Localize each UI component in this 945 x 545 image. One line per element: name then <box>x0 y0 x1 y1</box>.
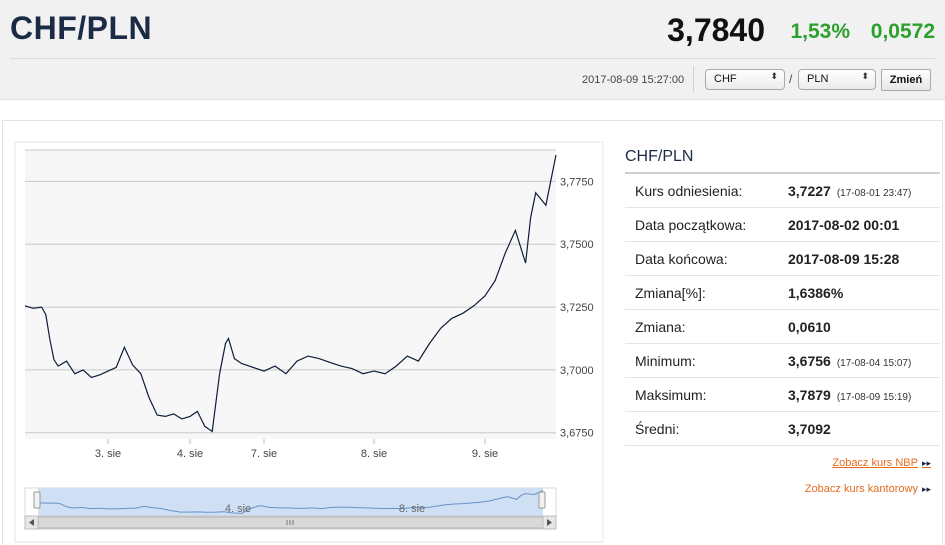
stats-value-text: 3,7092 <box>788 421 831 437</box>
stats-value: 2017-08-09 15:28 <box>788 251 899 267</box>
select-arrows-icon: ⬍ <box>770 71 778 81</box>
kantor-link-label: Zobacz kurs kantorowy <box>804 483 918 495</box>
stats-value-text: 2017-08-09 15:28 <box>788 251 900 267</box>
y-tick-label: 3,7500 <box>560 239 594 251</box>
y-tick-label: 3,7750 <box>560 176 594 188</box>
stats-label: Minimum: <box>635 353 696 369</box>
header-divider <box>10 58 935 59</box>
price-line <box>24 154 557 433</box>
quote-timestamp: 2017-08-09 15:27:00 <box>582 74 685 86</box>
stats-row: Minimum: 3,6756 (17-08-04 15:07) <box>625 344 940 378</box>
stats-value-text: 3,7879 <box>788 387 831 403</box>
from-currency-value: CHF <box>714 73 737 85</box>
stats-table: CHF/PLN Kurs odniesienia: 3,7227 (17-08-01… <box>625 148 940 446</box>
stats-label: Maksimum: <box>635 387 707 403</box>
stats-label: Zmiana[%]: <box>635 285 706 301</box>
y-tick-label: 3,6750 <box>560 428 594 440</box>
chart-frame <box>14 141 604 543</box>
price-chart: 3,6750 3,7000 3,7250 3,7500 3,7750 3. sie 4. … <box>14 141 604 543</box>
stats-value: 3,7879 (17-08-09 15:19) <box>788 387 911 403</box>
stats-value: 3,7092 <box>788 421 831 437</box>
stats-label: Średni: <box>635 421 680 437</box>
stats-value-text: 0,0610 <box>788 319 831 335</box>
stats-value: 3,6756 (17-08-04 15:07) <box>788 353 911 369</box>
nbp-link-label: Zobacz kurs NBP <box>832 457 918 469</box>
stats-row: Zmiana: 0,0610 <box>625 310 940 344</box>
scroll-left-icon <box>29 519 34 526</box>
change-pair-button[interactable]: Zmień <box>881 69 931 91</box>
stats-row: Data początkowa: 2017-08-02 00:01 <box>625 208 940 242</box>
quote-header: CHF/PLN 3,7840 1,53% 0,0572 2017-08-09 1… <box>0 0 945 100</box>
stats-timestamp: (17-08-04 15:07) <box>836 358 912 369</box>
stats-value: 0,0610 <box>788 319 831 335</box>
pair-title: CHF/PLN <box>10 10 153 46</box>
stats-value-text: 3,7227 <box>788 183 831 199</box>
stats-value-text: 2017-08-02 00:01 <box>788 217 900 233</box>
navigator-line <box>37 489 544 514</box>
x-tick-label: 8. sie <box>361 448 387 460</box>
navigator-left-handle[interactable] <box>33 491 41 509</box>
double-arrow-icon: ▸▸ <box>921 458 931 468</box>
stats-value-text: 1,6386% <box>788 285 844 301</box>
stats-row: Data końcowa: 2017-08-09 15:28 <box>625 242 940 276</box>
navigator-date-label: 8. sie <box>399 503 425 515</box>
to-currency-select[interactable]: PLN ⬍ <box>798 69 876 90</box>
change-absolute: 0,0572 <box>870 20 935 43</box>
to-currency-value: PLN <box>807 73 829 85</box>
nbp-rate-link[interactable]: Zobacz kurs NBP ▸▸ <box>832 457 931 469</box>
stats-row: Zmiana[%]: 1,6386% <box>625 276 940 310</box>
double-arrow-icon: ▸▸ <box>921 484 931 494</box>
y-tick-label: 3,7000 <box>560 365 594 377</box>
stats-label: Data końcowa: <box>635 251 728 267</box>
scroll-right-icon <box>547 519 552 526</box>
stats-row: Maksimum: 3,7879 (17-08-09 15:19) <box>625 378 940 412</box>
stats-label: Zmiana: <box>635 319 686 335</box>
plot-background <box>25 150 556 439</box>
x-tick-label: 9. sie <box>472 448 498 460</box>
stats-timestamp: (17-08-01 23:47) <box>836 188 912 199</box>
current-rate: 3,7840 <box>667 12 765 48</box>
change-percent: 1,53% <box>790 20 850 43</box>
stats-row: Średni: 3,7092 <box>625 412 940 446</box>
kantor-rate-link[interactable]: Zobacz kurs kantorowy ▸▸ <box>805 483 931 495</box>
stats-timestamp: (17-08-09 15:19) <box>836 392 912 403</box>
x-tick-label: 7. sie <box>251 448 277 460</box>
stats-label: Data początkowa: <box>635 217 747 233</box>
navigator-selection[interactable] <box>38 488 543 516</box>
y-tick-label: 3,7250 <box>560 302 594 314</box>
select-arrows-icon: ⬍ <box>861 71 869 81</box>
stats-label: Kurs odniesienia: <box>635 183 743 199</box>
navigator-right-handle[interactable] <box>538 491 546 509</box>
x-tick-label: 3. sie <box>95 448 121 460</box>
stats-value: 2017-08-02 00:01 <box>788 217 899 233</box>
x-tick-label: 4. sie <box>177 448 203 460</box>
stats-value: 3,7227 (17-08-01 23:47) <box>788 183 911 199</box>
currency-separator: / <box>789 72 793 86</box>
scroll-grip-icon <box>286 520 294 525</box>
stats-value: 1,6386% <box>788 285 843 301</box>
from-currency-select[interactable]: CHF ⬍ <box>705 69 785 90</box>
stats-value-text: 3,6756 <box>788 353 831 369</box>
stats-title: CHF/PLN <box>625 148 940 174</box>
navigator-date-label: 4. sie <box>225 503 251 515</box>
stats-row: Kurs odniesienia: 3,7227 (17-08-01 23:47) <box>625 174 940 208</box>
vertical-separator <box>693 66 694 92</box>
